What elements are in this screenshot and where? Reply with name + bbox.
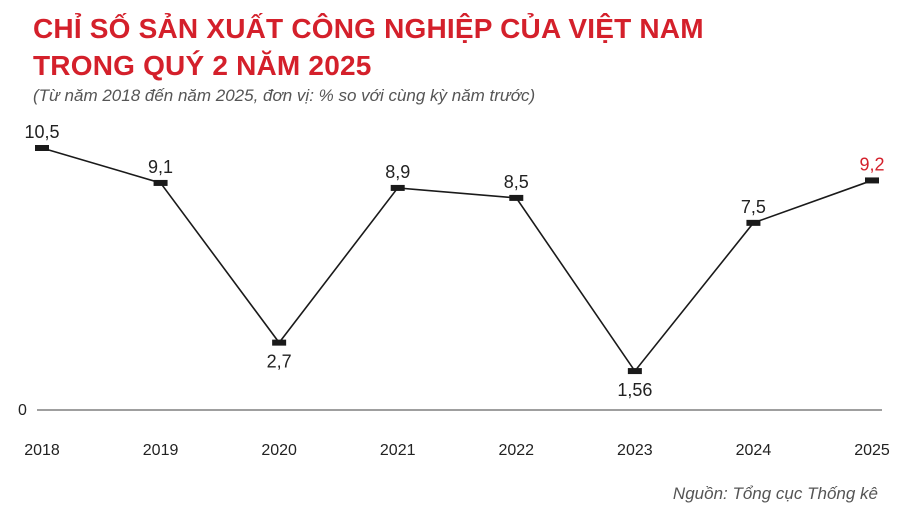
x-tick-label: 2018 [24, 442, 60, 459]
data-label: 7,5 [741, 197, 766, 217]
data-point-marker [509, 194, 524, 201]
data-point-marker [153, 179, 168, 186]
x-tick-label: 2020 [261, 442, 297, 459]
data-point-marker [627, 368, 642, 375]
data-point-marker [390, 184, 405, 191]
y-tick-label: 0 [18, 402, 27, 419]
chart-title: CHỈ SỐ SẢN XUẤT CÔNG NGHIỆP CỦA VIỆT NAM… [33, 10, 704, 84]
data-point-marker [746, 219, 761, 226]
x-tick-label: 2019 [143, 442, 179, 459]
data-point-marker [272, 339, 287, 346]
x-tick-label: 2022 [498, 442, 534, 459]
chart-title-line-1: CHỈ SỐ SẢN XUẤT CÔNG NGHIỆP CỦA VIỆT NAM [33, 13, 704, 44]
chart-title-line-2: TRONG QUÝ 2 NĂM 2025 [33, 50, 372, 81]
data-label: 2,7 [267, 352, 292, 372]
source-note: Nguồn: Tổng cục Thống kê [672, 484, 878, 503]
x-tick-label: 2021 [380, 442, 416, 459]
data-point-marker [35, 145, 49, 151]
data-point-marker [865, 177, 879, 184]
data-label: 9,1 [148, 157, 173, 177]
data-label: 8,5 [504, 172, 529, 192]
x-tick-label: 2023 [617, 442, 653, 459]
data-label: 10,5 [24, 122, 59, 142]
chart-subtitle: (Từ năm 2018 đến năm 2025, đơn vị: % so … [33, 86, 536, 105]
data-label: 9,2 [859, 154, 884, 174]
data-label: 8,9 [385, 162, 410, 182]
x-tick-label: 2025 [854, 442, 890, 459]
x-tick-label: 2024 [736, 442, 772, 459]
data-label: 1,56 [617, 380, 652, 400]
series-line [41, 147, 873, 373]
